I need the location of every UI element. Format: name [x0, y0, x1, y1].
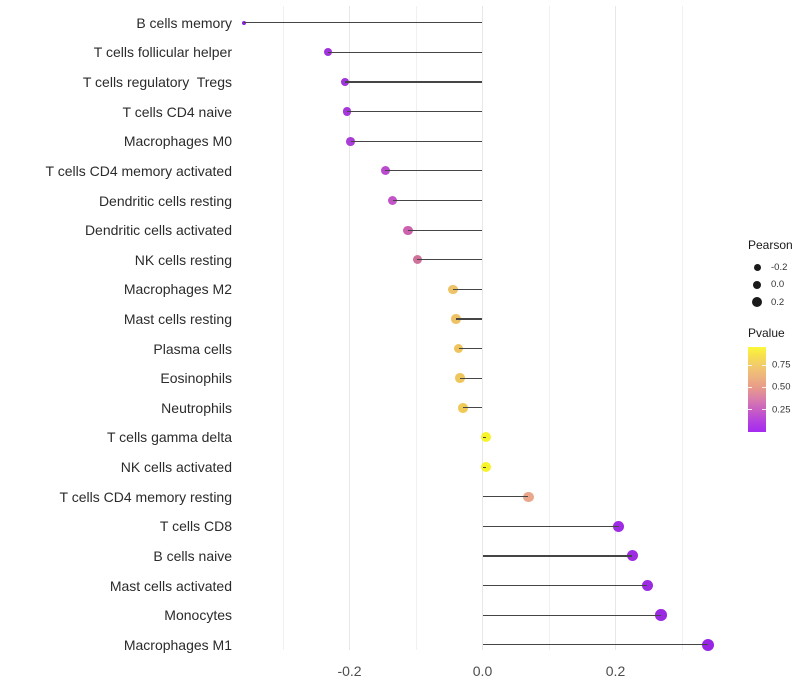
- gridline: [482, 6, 483, 650]
- legend-size-label: 0.0: [771, 279, 785, 291]
- legend-pearson-entries: -0.2 0.0 0.2: [748, 259, 793, 311]
- legend-size-dot-icon: [752, 280, 762, 290]
- legend-size-dot-icon: [752, 297, 762, 308]
- legend-size-key: [748, 264, 766, 272]
- colorbar-tick: [762, 364, 766, 366]
- y-axis-label: T cells CD4 naive: [122, 103, 232, 120]
- lollipop-point: [701, 638, 715, 652]
- lollipop-stem: [392, 199, 483, 202]
- y-axis-label: Plasma cells: [153, 340, 232, 357]
- legend-size-label: -0.2: [771, 262, 788, 274]
- lollipop-stem: [244, 22, 483, 24]
- y-axis-label: T cells CD8: [159, 518, 232, 535]
- legend-size-key: [748, 280, 766, 290]
- colorbar-tick-label: 0.25: [772, 404, 791, 416]
- lollipop-point: [412, 255, 423, 265]
- gridline: [349, 6, 350, 650]
- pvalue-colorbar-gradient: [748, 347, 766, 432]
- colorbar-tick: [748, 409, 752, 411]
- gridline: [548, 6, 550, 650]
- legend-pearson-title: Pearson: [748, 238, 793, 252]
- colorbar-tick: [748, 386, 752, 388]
- lollipop-stem: [482, 496, 529, 498]
- y-axis-label: B cells naive: [153, 547, 232, 564]
- x-axis-tick-label: -0.2: [337, 663, 362, 679]
- y-axis-label: Macrophages M2: [123, 281, 232, 298]
- y-axis-label: T cells CD4 memory resting: [59, 488, 232, 505]
- lollipop-stem: [482, 584, 648, 587]
- legend-pearson-entry: 0.0: [748, 276, 793, 293]
- lollipop-stem: [453, 288, 483, 290]
- legend-pearson-entry: -0.2: [748, 259, 793, 276]
- lollipop-point: [480, 462, 491, 473]
- colorbar-tick-label: 0.75: [772, 359, 791, 371]
- x-axis-tick-label: 0.2: [605, 663, 626, 679]
- y-axis-label: Neutrophils: [161, 399, 232, 416]
- lollipop-stem: [346, 111, 483, 113]
- lollipop-stem: [482, 466, 486, 468]
- legend-pvalue-title: Pvalue: [748, 326, 785, 340]
- lollipop-stem: [482, 436, 486, 439]
- lollipop-stem: [417, 259, 483, 261]
- lollipop-stem: [482, 644, 708, 646]
- colorbar-tick: [762, 409, 766, 411]
- y-axis-label: NK cells resting: [134, 251, 232, 268]
- lollipop-point: [403, 225, 413, 235]
- colorbar-tick: [762, 386, 766, 388]
- y-axis-label: Macrophages M0: [123, 133, 232, 150]
- gridline: [282, 6, 284, 650]
- legend-pearson-entry: 0.2: [748, 294, 793, 311]
- x-axis-tick-label: 0.0: [472, 663, 493, 679]
- y-axis-label: Mast cells activated: [109, 577, 232, 594]
- lollipop-stem: [463, 407, 483, 409]
- y-axis-label: T cells gamma delta: [106, 429, 232, 446]
- y-axis-label: Eosinophils: [160, 370, 232, 387]
- y-axis-label: Mast cells resting: [123, 311, 232, 327]
- lollipop-point: [613, 520, 625, 532]
- y-axis-label: B cells memory: [136, 14, 232, 31]
- lollipop-stem: [385, 170, 483, 172]
- gridline: [415, 6, 417, 650]
- lollipop-point: [480, 432, 491, 443]
- lollipop-point: [346, 136, 356, 146]
- y-axis-label: Macrophages M1: [123, 636, 232, 653]
- lollipop-stem: [344, 81, 483, 83]
- y-axis-label: T cells regulatory Tregs: [82, 74, 232, 91]
- lollipop-stem: [459, 377, 483, 379]
- colorbar-tick-label: 0.50: [772, 381, 791, 393]
- lollipop-point: [340, 77, 350, 87]
- y-axis-label: NK cells activated: [120, 459, 232, 476]
- pvalue-colorbar: 0.75 0.50 0.25: [748, 347, 791, 432]
- legend-pvalue: Pvalue 0.75 0.50 0.25: [748, 326, 791, 432]
- lollipop-stem: [482, 555, 633, 557]
- lollipop-point: [626, 550, 638, 562]
- gridline: [681, 6, 683, 650]
- lollipop-stem: [458, 348, 483, 350]
- y-axis-label: T cells CD4 memory activated: [45, 162, 232, 179]
- legend-pearson: Pearson -0.2 0.0 0.2: [748, 238, 793, 311]
- y-axis-label: T cells follicular helper: [93, 44, 232, 61]
- lollipop-stem: [408, 229, 483, 231]
- lollipop-stem: [350, 140, 483, 142]
- legend-size-dot-icon: [753, 264, 761, 272]
- lollipop-stem: [455, 318, 483, 320]
- colorbar-tick: [748, 364, 752, 366]
- lollipop-point: [641, 579, 653, 592]
- lollipop-stem: [482, 525, 619, 527]
- gridline: [615, 6, 616, 650]
- y-axis-label: Monocytes: [164, 607, 232, 624]
- y-axis-label: Dendritic cells activated: [84, 222, 232, 239]
- lollipop-stem: [327, 51, 483, 53]
- lollipop-stem: [482, 614, 661, 616]
- y-axis-label: Dendritic cells resting: [98, 192, 232, 209]
- legend-size-label: 0.2: [771, 296, 785, 308]
- legend-size-key: [748, 297, 766, 308]
